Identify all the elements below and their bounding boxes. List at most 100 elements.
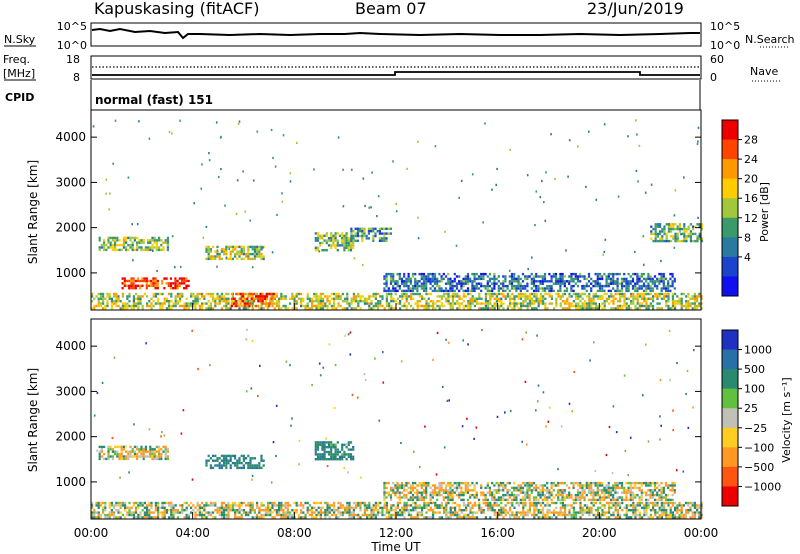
power-cell — [356, 227, 359, 230]
power-cell — [284, 304, 287, 308]
vel-cell — [625, 493, 628, 497]
vel-cell — [561, 513, 564, 517]
power-cell — [575, 307, 578, 310]
power-cell — [576, 280, 580, 283]
vel-cell — [535, 498, 538, 502]
power-cell — [597, 297, 600, 300]
power-cell — [577, 302, 580, 305]
power-cell — [341, 244, 344, 247]
power-cell — [513, 277, 516, 281]
vel-cell — [383, 486, 386, 490]
power-cell — [678, 223, 681, 226]
vel-cell — [594, 501, 597, 505]
vel-cell — [445, 506, 448, 509]
vel-cell — [194, 511, 197, 514]
vel-cell — [122, 455, 125, 458]
power-cell — [102, 307, 105, 310]
vel-cell — [669, 501, 672, 505]
power-cell — [667, 292, 670, 296]
power-cell — [119, 300, 122, 303]
power-cell — [108, 297, 111, 300]
vel-cell — [660, 516, 663, 519]
power-cell — [548, 272, 551, 276]
power-cell — [681, 232, 684, 236]
power-cell — [579, 295, 582, 298]
vel-cell — [667, 498, 670, 502]
vel-cell — [651, 496, 654, 499]
power-cell — [588, 295, 591, 298]
power-cell — [498, 292, 501, 296]
vel-cell — [420, 493, 423, 497]
power-cell — [405, 300, 408, 303]
vel-cell — [313, 506, 316, 509]
power-cell — [462, 304, 465, 308]
power-cell — [252, 304, 255, 308]
vel-cell — [460, 493, 463, 497]
power-cell — [352, 297, 355, 300]
vel-cell — [160, 452, 163, 456]
vel-cell — [438, 491, 441, 494]
power-cell — [233, 297, 236, 300]
vel-cell — [550, 498, 553, 502]
vel-cell — [521, 440, 523, 443]
vel-cell — [462, 501, 465, 505]
vel-cell — [166, 448, 169, 451]
vel-cell — [629, 489, 632, 492]
power-cell — [484, 302, 487, 305]
vel-cell — [110, 511, 113, 514]
vel-cell — [314, 446, 317, 449]
vel-cell — [396, 504, 399, 507]
vel-cell — [509, 516, 512, 519]
power-cell — [533, 300, 536, 303]
power-cell — [575, 295, 578, 298]
power-cell — [102, 292, 105, 296]
power-cell — [563, 284, 566, 288]
power-cell — [158, 239, 161, 242]
power-cell — [687, 292, 690, 296]
power-cell — [132, 287, 135, 290]
power-cell — [473, 272, 476, 276]
vel-cell — [385, 501, 388, 505]
vel-cell — [658, 516, 661, 519]
vel-cell — [678, 516, 681, 519]
power-cell — [338, 244, 342, 247]
power-cell — [134, 284, 137, 287]
power-cell — [467, 300, 470, 303]
vel-cell — [467, 513, 470, 517]
power-cell — [396, 272, 399, 276]
power-cell — [311, 307, 314, 310]
vel-cell — [127, 455, 130, 458]
power-cell — [596, 284, 599, 288]
vel-cell — [321, 441, 324, 444]
vel-cell — [269, 509, 272, 512]
vel-cell — [502, 506, 505, 509]
power-cell — [91, 300, 94, 303]
vel-cell — [513, 496, 516, 499]
power-cell — [319, 234, 322, 237]
vel-cell — [678, 513, 681, 517]
power-cell — [259, 300, 262, 303]
power-cell — [165, 307, 168, 310]
vel-cell — [420, 486, 423, 490]
power-cell — [105, 248, 108, 252]
vel-cell — [583, 511, 586, 514]
vel-cell — [524, 484, 527, 487]
vel-cell — [198, 509, 201, 512]
power-cell — [612, 300, 615, 303]
power-cell — [168, 300, 171, 303]
vel-cell — [605, 511, 608, 514]
power-cell — [178, 284, 181, 287]
power-cell — [141, 295, 144, 298]
vel-cell — [473, 486, 476, 490]
power-cell — [350, 234, 353, 238]
power-cell — [594, 304, 597, 308]
vel-cell — [327, 443, 331, 446]
vel-cell — [416, 496, 419, 499]
power-cell — [609, 280, 613, 283]
power-cell — [568, 295, 571, 298]
vel-cell — [352, 511, 355, 514]
power-cell — [685, 307, 688, 310]
vel-cell — [326, 506, 329, 509]
vel-cell — [587, 484, 591, 487]
vel-cell — [225, 509, 228, 512]
